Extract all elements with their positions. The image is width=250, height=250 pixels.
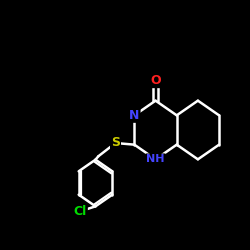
Text: S: S: [111, 136, 120, 149]
Text: NH: NH: [146, 154, 165, 164]
Text: O: O: [150, 74, 161, 87]
Text: N: N: [129, 109, 140, 122]
Text: Cl: Cl: [74, 205, 87, 218]
